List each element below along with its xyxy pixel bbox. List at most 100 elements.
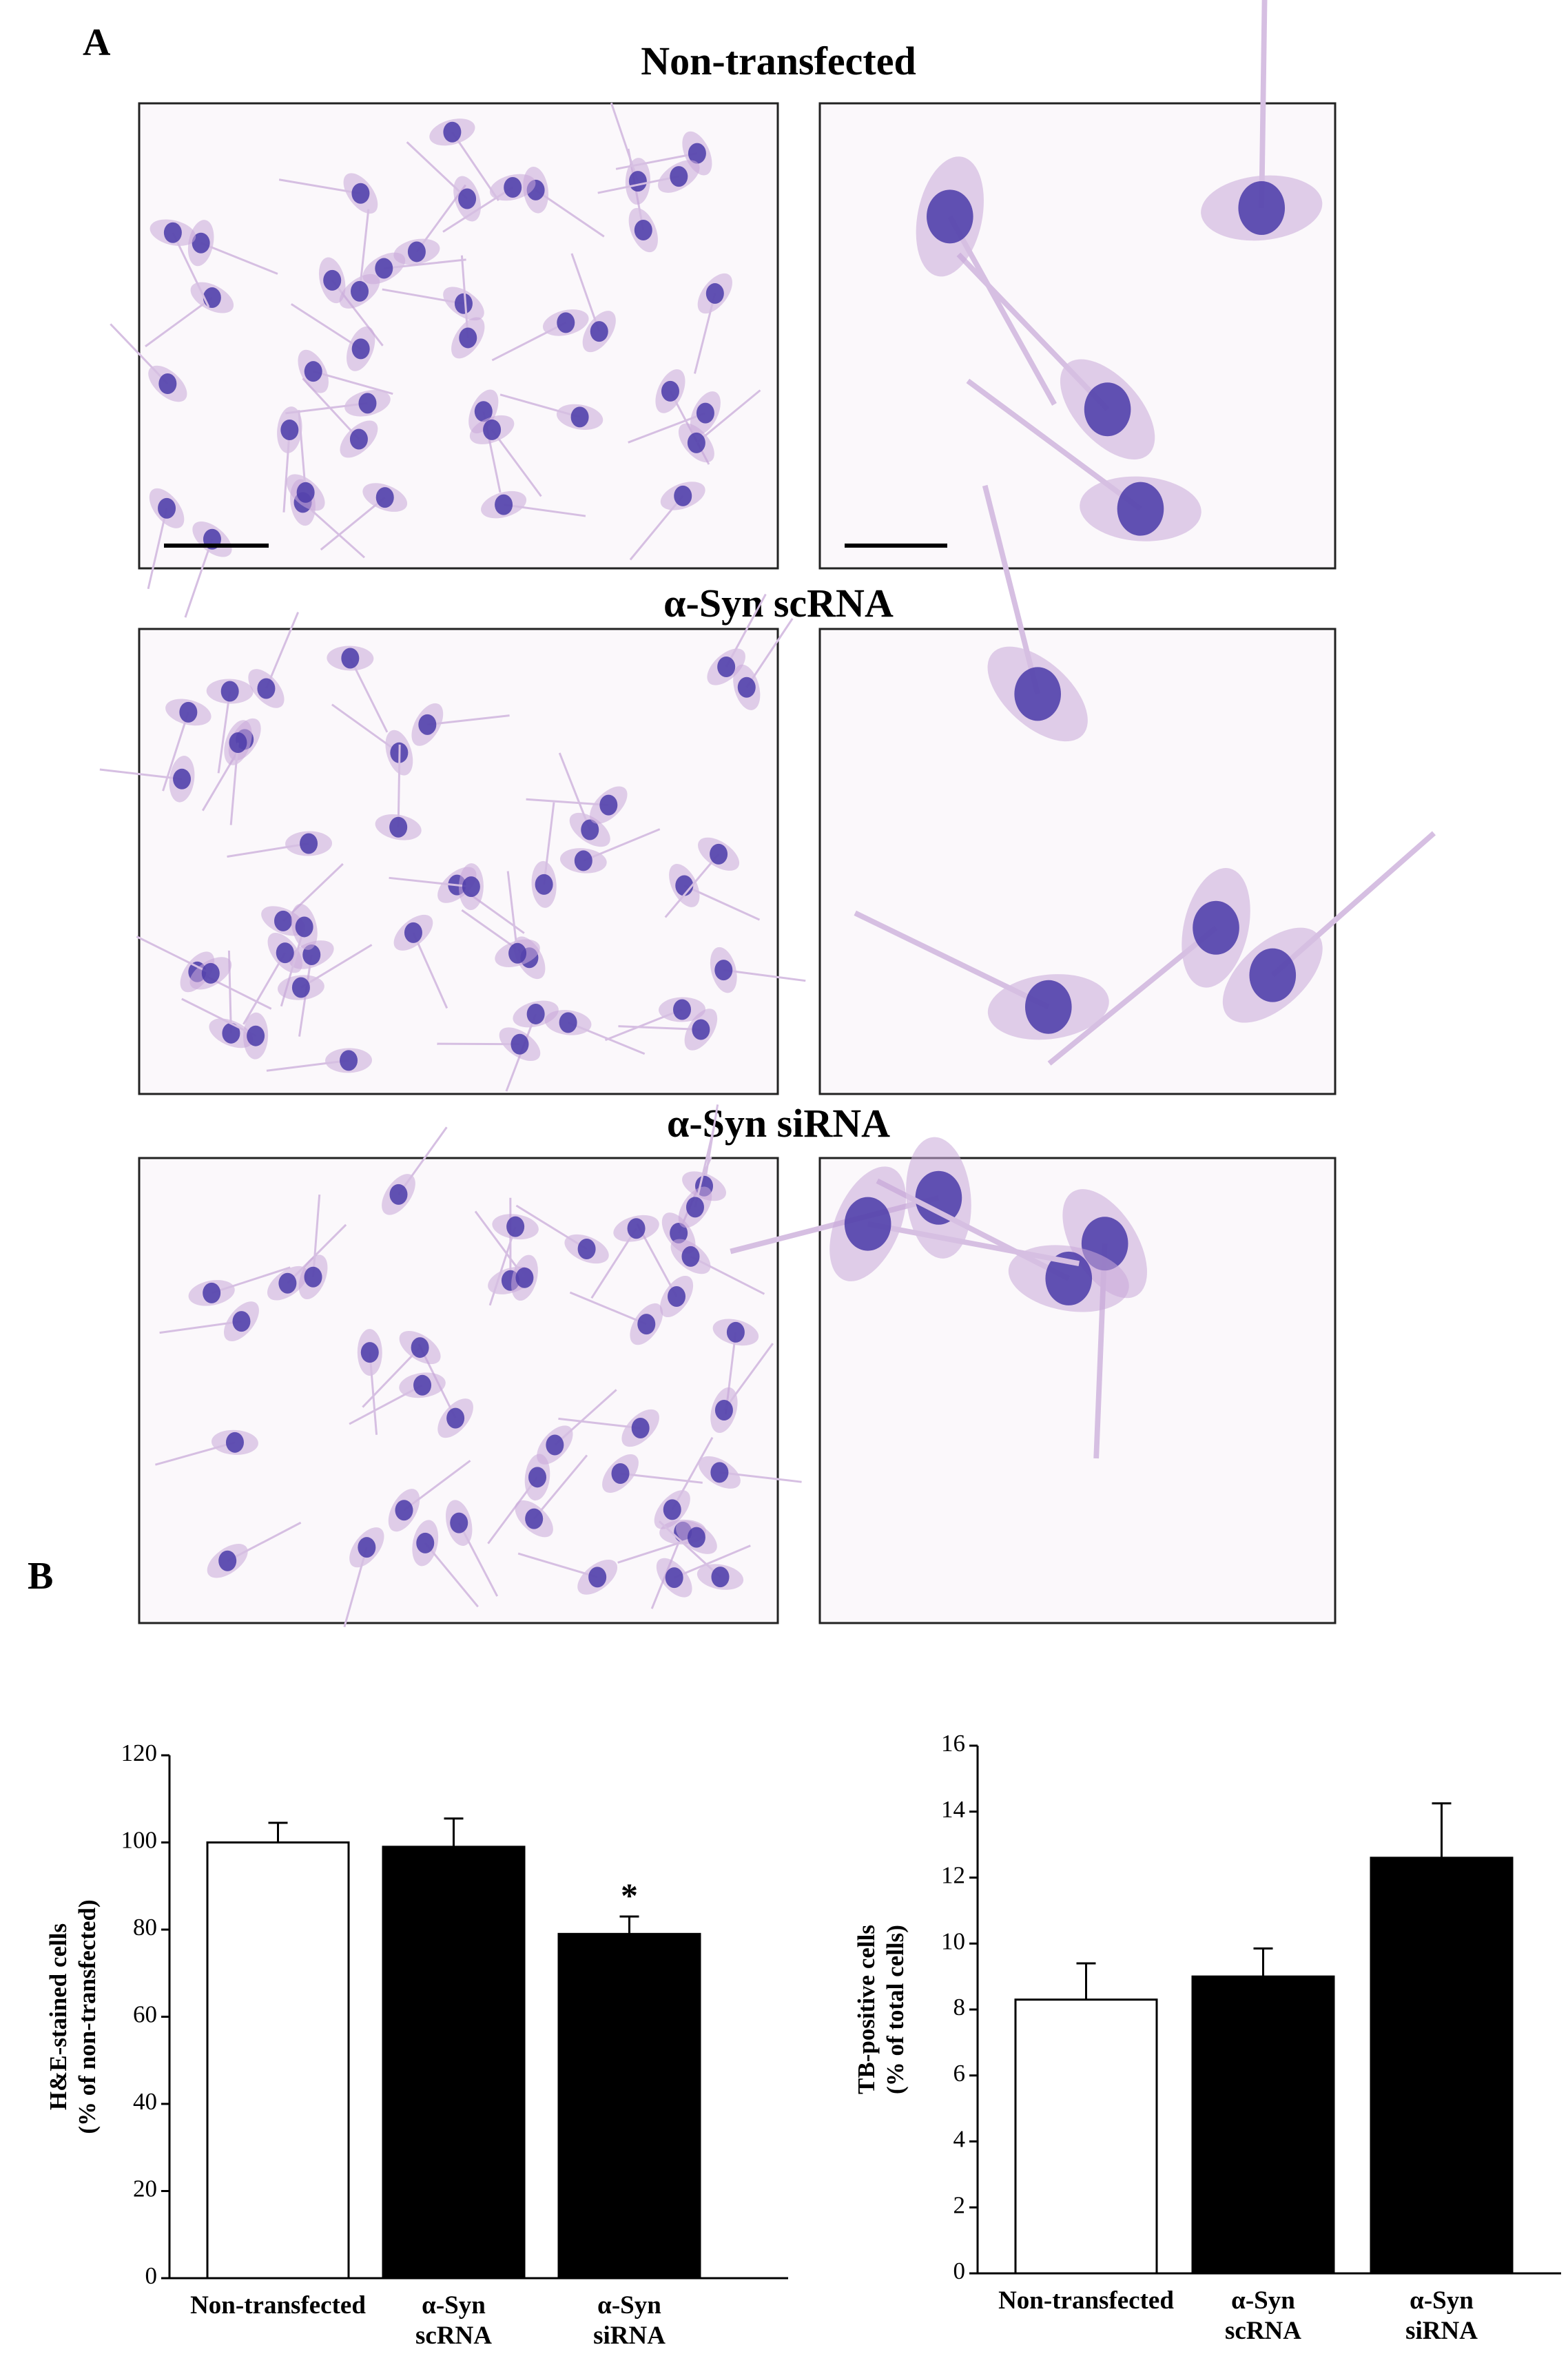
nucleus	[291, 977, 310, 998]
neurite	[474, 1210, 526, 1279]
neurite	[499, 393, 580, 418]
nucleus	[1045, 1251, 1093, 1305]
bar	[1191, 1975, 1335, 2275]
bar	[206, 1841, 350, 2280]
nucleus	[443, 121, 462, 143]
neurite	[703, 1104, 719, 1187]
neurite	[147, 508, 168, 590]
neurite	[457, 1522, 499, 1597]
nucleus	[1238, 180, 1286, 235]
nucleus	[203, 1282, 221, 1303]
neurite	[343, 1547, 368, 1628]
nucleus	[661, 380, 679, 402]
nucleus	[588, 1567, 607, 1588]
nucleus	[710, 1462, 729, 1483]
neurite	[313, 370, 393, 395]
nucleus	[225, 1432, 244, 1453]
neurite	[570, 253, 601, 332]
nucleus	[375, 487, 394, 508]
neurite	[403, 1460, 471, 1511]
nucleus	[525, 1508, 544, 1529]
nucleus	[222, 1022, 240, 1044]
nucleus	[411, 1337, 429, 1359]
nucleus	[389, 1184, 408, 1205]
neurite	[1047, 925, 1218, 1066]
neurite	[533, 1454, 588, 1520]
nucleus	[574, 850, 592, 871]
nucleus	[1193, 900, 1239, 955]
nucleus	[670, 1222, 688, 1243]
nucleus	[276, 942, 294, 964]
neurite	[110, 323, 169, 385]
neurite	[876, 1178, 1071, 1281]
neurite	[867, 1221, 1080, 1267]
nucleus	[714, 960, 733, 981]
nucleus	[351, 338, 370, 360]
y-axis-label: (% of non-transfected)	[74, 1899, 101, 2134]
nucleus	[631, 1417, 650, 1438]
neurite	[690, 1255, 765, 1295]
nucleus	[581, 819, 599, 840]
nucleus	[203, 287, 221, 309]
neurite	[517, 1552, 598, 1578]
nucleus	[508, 942, 527, 964]
y-axis-label: H&E-stained cells	[45, 1923, 72, 2110]
neurite	[674, 1545, 751, 1579]
nucleus	[506, 1216, 525, 1237]
nucleus	[179, 701, 198, 723]
nucleus	[454, 293, 473, 314]
neurite	[300, 944, 373, 989]
nucleus	[416, 1532, 435, 1553]
nucleus	[915, 1170, 962, 1225]
nucleus	[341, 648, 360, 669]
nucleus	[599, 794, 618, 816]
nucleus	[528, 1467, 547, 1488]
neurite	[947, 215, 1057, 406]
neurite	[460, 255, 469, 338]
nucleus	[158, 373, 177, 395]
nucleus	[515, 1267, 534, 1288]
nucleus	[351, 280, 369, 302]
nucleus	[375, 258, 393, 279]
neurite	[543, 802, 555, 885]
neurite	[227, 843, 309, 858]
y-tick-label: 40	[133, 2088, 157, 2115]
nucleus	[218, 1550, 237, 1571]
neurite	[302, 502, 366, 559]
neurite	[604, 1009, 683, 1042]
neurite	[515, 1204, 588, 1250]
nucleus	[557, 312, 575, 333]
neurite	[442, 186, 514, 233]
nucleus	[710, 843, 728, 865]
nucleus	[1249, 948, 1297, 1002]
nucleus	[450, 1512, 468, 1533]
neurite	[558, 752, 591, 831]
nucleus	[257, 678, 276, 699]
neurite	[229, 742, 239, 825]
y-tick-label: 120	[121, 1739, 158, 1766]
nucleus	[692, 1019, 710, 1040]
micrographs	[99, 0, 1436, 1628]
neurite	[503, 504, 586, 517]
y-tick-label: 14	[941, 1796, 965, 1823]
neurite	[695, 389, 761, 444]
nucleus	[526, 1003, 545, 1024]
nucleus	[685, 1197, 704, 1218]
neurite	[488, 1226, 517, 1306]
nucleus	[360, 1342, 379, 1363]
nucleus	[300, 833, 318, 854]
neurite	[298, 410, 307, 493]
nucleus	[717, 657, 736, 678]
nucleus	[673, 999, 692, 1020]
neurite	[243, 952, 287, 1025]
x-tick-label: α-Syn siRNA	[593, 2291, 666, 2350]
nucleus	[340, 1050, 358, 1071]
nucleus	[637, 1314, 656, 1335]
nucleus	[577, 1238, 596, 1259]
nucleus	[229, 732, 247, 754]
y-tick-label: 12	[941, 1862, 965, 1889]
neurite	[583, 828, 661, 862]
nucleus	[504, 176, 522, 198]
nucleus	[358, 1537, 376, 1558]
neurite	[590, 1228, 637, 1299]
